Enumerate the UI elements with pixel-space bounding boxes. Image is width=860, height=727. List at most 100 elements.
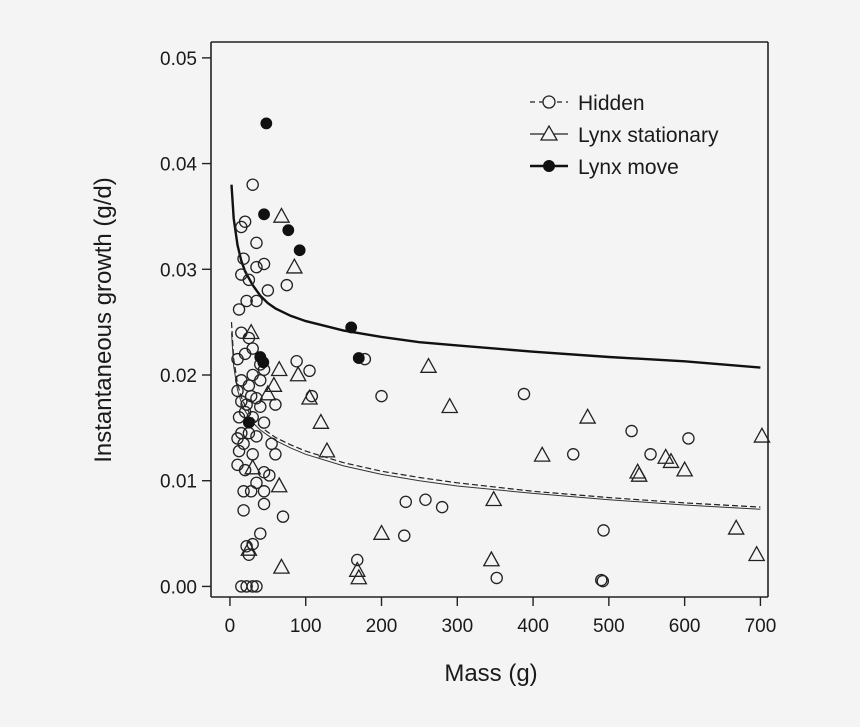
- point-lynx-stationary: [240, 540, 258, 556]
- point-hidden: [625, 424, 638, 438]
- point-hidden: [375, 389, 388, 403]
- point-lynx-stationary: [318, 441, 336, 458]
- point-hidden: [240, 294, 253, 308]
- point-hidden: [250, 236, 263, 250]
- legend-label-hidden: Hidden: [578, 92, 645, 115]
- point-lynx-stationary: [482, 550, 501, 567]
- point-lynx-stationary: [372, 524, 391, 540]
- y-tick-label: 0.00: [160, 577, 197, 598]
- point-hidden: [280, 278, 294, 292]
- x-ticks: 0 100 200 300 400 500 600 700: [225, 597, 777, 637]
- point-lynx-stationary: [419, 357, 438, 373]
- point-hidden: [595, 573, 608, 587]
- point-lynx-stationary: [675, 460, 694, 477]
- point-lynx-stationary: [270, 476, 288, 493]
- point-hidden: [290, 355, 303, 368]
- point-hidden: [265, 437, 278, 450]
- point-lynx-move: [282, 224, 295, 237]
- x-tick-label: 600: [669, 616, 701, 637]
- axes: [210, 41, 769, 598]
- point-hidden: [303, 364, 316, 378]
- point-lynx-stationary: [285, 257, 304, 274]
- point-hidden: [351, 553, 364, 567]
- point-hidden: [257, 257, 271, 271]
- point-hidden: [566, 448, 580, 461]
- point-hidden: [242, 273, 256, 287]
- point-hidden: [682, 432, 695, 445]
- point-lynx-move: [345, 321, 358, 334]
- point-hidden: [644, 448, 657, 461]
- point-hidden: [250, 392, 263, 405]
- legend-entry-lynx-stationary: Lynx stationary: [530, 124, 719, 147]
- point-hidden: [435, 500, 449, 514]
- point-hidden: [240, 398, 253, 411]
- point-lynx-stationary: [259, 384, 277, 401]
- point-lynx-stationary: [350, 568, 368, 585]
- point-lynx-stationary: [578, 407, 597, 424]
- point-hidden: [240, 580, 253, 593]
- point-lynx-move: [352, 352, 365, 364]
- point-hidden: [517, 387, 531, 401]
- point-hidden: [232, 411, 246, 424]
- x-tick-label: 200: [366, 616, 398, 637]
- point-lynx-stationary: [753, 426, 771, 443]
- y-ticks: 0.00 0.01 0.02 0.03 0.04 0.05: [160, 49, 211, 598]
- point-lynx-move: [260, 117, 273, 130]
- point-lynx-stationary: [270, 360, 288, 377]
- point-lynx-stationary: [243, 458, 262, 475]
- x-tick-label: 700: [745, 616, 777, 637]
- point-hidden: [246, 580, 259, 593]
- y-tick-label: 0.01: [160, 472, 197, 493]
- point-hidden: [490, 571, 503, 585]
- point-hidden: [263, 469, 276, 482]
- point-lynx-stationary: [484, 490, 503, 507]
- point-hidden: [238, 347, 252, 361]
- y-tick-label: 0.04: [160, 155, 197, 176]
- fit-line-lynx-move: [230, 184, 761, 369]
- point-hidden: [237, 437, 250, 450]
- point-hidden: [237, 504, 250, 517]
- x-tick-label: 300: [441, 616, 473, 637]
- fit-line-hidden: [230, 322, 761, 508]
- point-hidden: [257, 485, 271, 498]
- point-hidden: [250, 430, 263, 443]
- legend-entry-hidden: Hidden: [530, 92, 645, 115]
- point-hidden: [231, 384, 244, 398]
- point-lynx-stationary: [630, 466, 648, 482]
- point-hidden: [261, 284, 275, 297]
- point-lynx-move: [258, 208, 270, 221]
- point-hidden: [254, 400, 267, 413]
- point-lynx-stationary: [272, 558, 291, 574]
- point-lynx-stationary: [348, 561, 366, 577]
- point-hidden: [232, 444, 246, 458]
- point-hidden: [257, 497, 271, 511]
- point-hidden: [237, 252, 250, 265]
- y-tick-label: 0.02: [160, 366, 197, 387]
- point-hidden: [254, 527, 267, 540]
- legend: Hidden Lynx stationary Lynx move: [530, 92, 719, 179]
- point-lynx-stationary: [312, 413, 330, 429]
- point-hidden: [237, 485, 250, 498]
- point-hidden: [244, 485, 258, 498]
- x-tick-label: 400: [517, 616, 549, 637]
- point-hidden: [257, 416, 271, 429]
- point-lynx-stationary: [289, 365, 307, 382]
- point-lynx-stationary: [265, 376, 283, 392]
- point-lynx-stationary: [300, 388, 319, 405]
- point-lynx-stationary: [727, 518, 745, 535]
- point-hidden: [397, 529, 411, 542]
- point-hidden: [399, 495, 413, 509]
- point-hidden: [235, 220, 248, 234]
- point-hidden: [238, 463, 252, 477]
- legend-marker-open-circle: [542, 95, 556, 109]
- point-lynx-stationary: [441, 397, 459, 414]
- point-lynx-stationary: [662, 452, 680, 469]
- legend-label-lynx-stationary: Lynx stationary: [578, 124, 719, 147]
- x-tick-label: 500: [593, 616, 625, 637]
- point-hidden: [254, 374, 267, 387]
- legend-marker-open-triangle: [539, 124, 559, 141]
- point-hidden: [250, 294, 263, 308]
- legend-marker-filled-circle: [543, 160, 555, 172]
